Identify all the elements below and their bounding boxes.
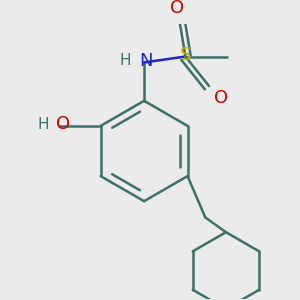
Text: O: O xyxy=(214,89,228,107)
Text: O: O xyxy=(169,0,184,17)
Text: O: O xyxy=(56,116,70,134)
Text: H: H xyxy=(37,117,49,132)
Text: N: N xyxy=(139,52,152,70)
Text: S: S xyxy=(180,46,191,64)
Text: H: H xyxy=(119,53,131,68)
